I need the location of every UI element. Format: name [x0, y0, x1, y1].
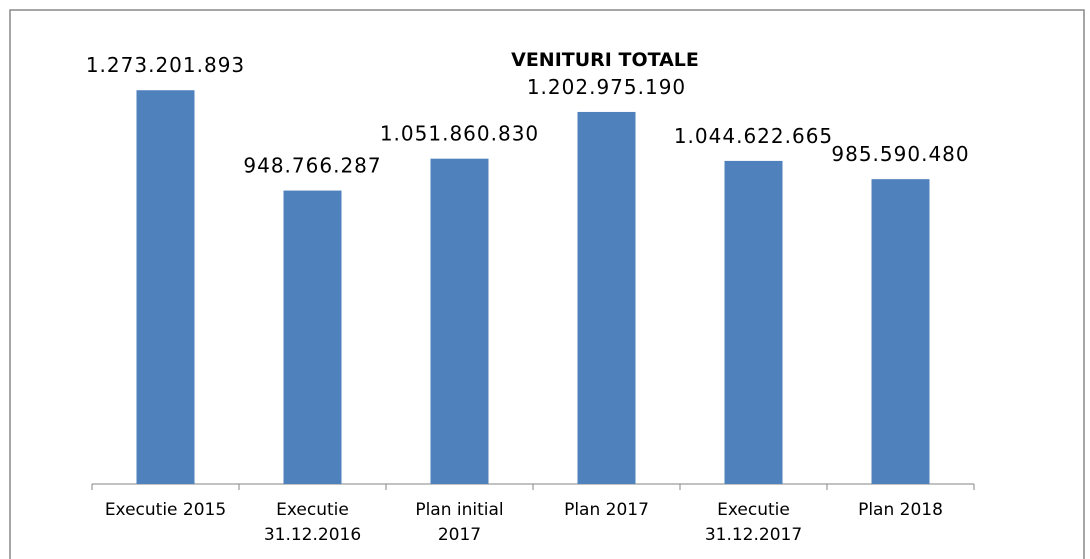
chart-title: VENITURI TOTALE [511, 49, 699, 71]
bar [871, 179, 930, 484]
value-label: 985.590.480 [831, 142, 969, 166]
bar [577, 111, 636, 485]
bar [430, 158, 489, 484]
value-label: 1.051.860.830 [380, 122, 539, 146]
x-tick-label: Plan 2018 [858, 500, 943, 520]
value-label: 948.766.287 [243, 154, 381, 178]
x-tick-label: Executie 31.12.2016 [263, 500, 362, 545]
bar [724, 160, 783, 484]
x-tick-label: Executie 31.12.2017 [704, 500, 803, 545]
bar [136, 90, 195, 484]
x-tick-label: Plan 2017 [564, 500, 649, 520]
x-tick-label: Executie 2015 [104, 500, 227, 520]
value-label: 1.202.975.190 [527, 75, 686, 99]
x-tick-label: Plan initial 2017 [415, 500, 504, 545]
value-label: 1.044.622.665 [674, 124, 833, 148]
bar [283, 190, 342, 485]
value-label: 1.273.201.893 [86, 53, 245, 77]
